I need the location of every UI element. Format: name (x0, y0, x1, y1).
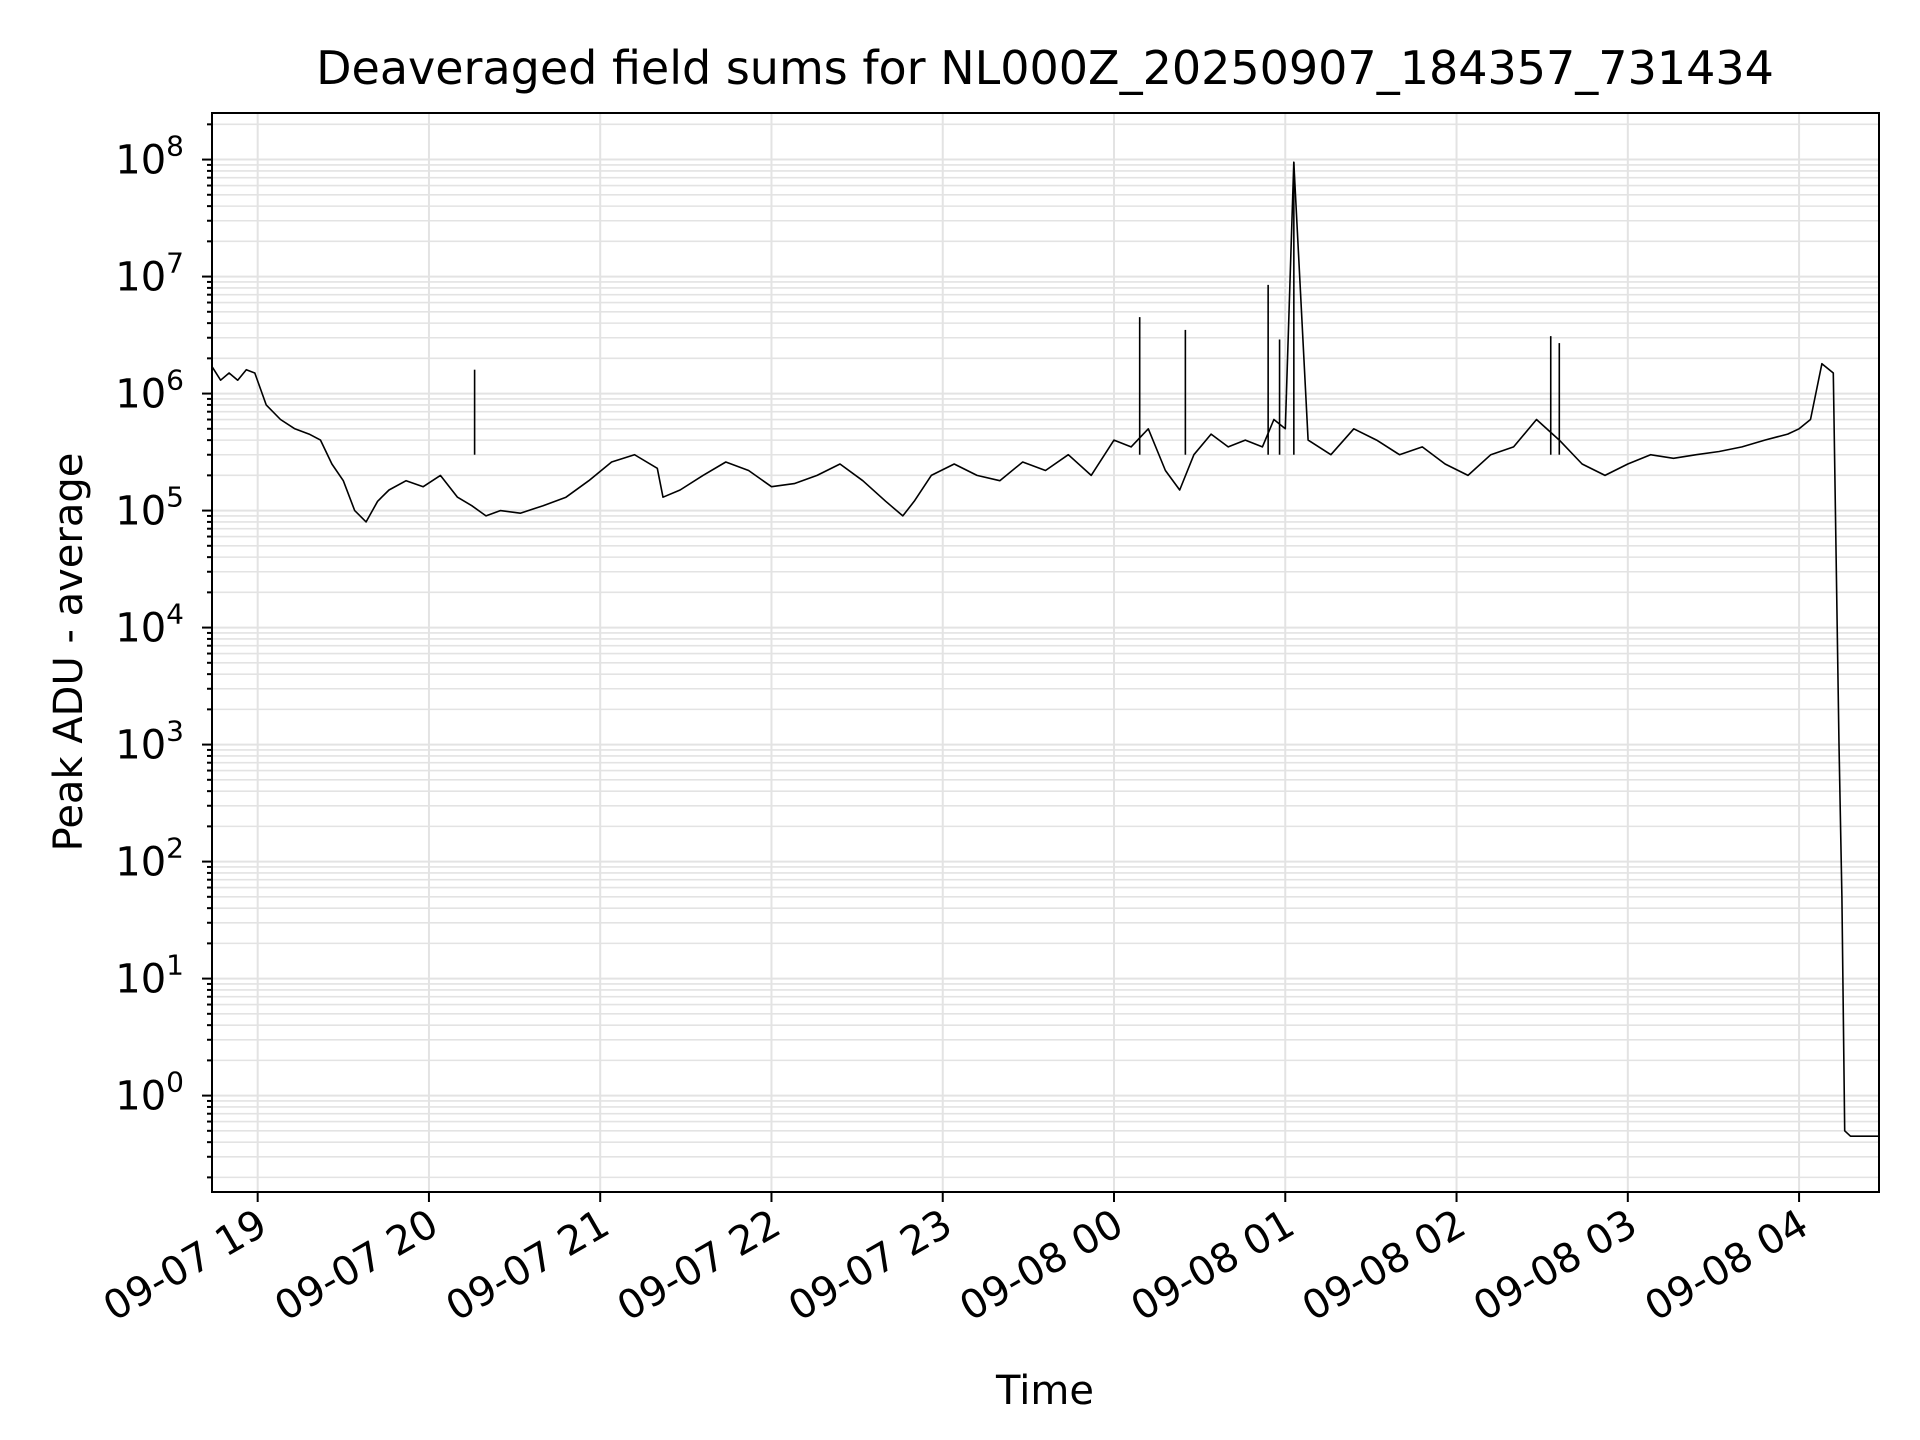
y-tick-base: 10 (115, 372, 166, 418)
y-axis-label: Peak ADU - average (46, 453, 92, 852)
y-tick-label: 103 (115, 715, 184, 769)
y-tick-exponent: 0 (166, 1066, 184, 1099)
y-tick-label: 108 (115, 130, 184, 184)
y-tick-base: 10 (115, 138, 166, 184)
y-tick-exponent: 1 (166, 949, 184, 982)
y-tick-base: 10 (115, 606, 166, 652)
y-tick-label: 107 (115, 247, 184, 301)
y-tick-exponent: 6 (166, 364, 184, 397)
y-tick-label: 104 (115, 598, 184, 652)
y-tick-exponent: 5 (166, 481, 184, 514)
y-tick-base: 10 (115, 1074, 166, 1120)
y-tick-label: 100 (115, 1066, 184, 1120)
y-tick-exponent: 8 (166, 130, 184, 163)
series-line-group (211, 161, 1879, 1137)
y-tick-base: 10 (115, 489, 166, 535)
y-tick-label: 105 (115, 481, 184, 535)
y-tick-exponent: 3 (166, 715, 184, 748)
x-axis-label: Time (995, 1368, 1094, 1414)
y-tick-base: 10 (115, 255, 166, 301)
y-tick-base: 10 (115, 840, 166, 886)
y-tick-exponent: 7 (166, 247, 184, 280)
chart-title: Deaveraged field sums for NL000Z_2025090… (316, 41, 1774, 95)
y-tick-base: 10 (115, 723, 166, 769)
series-line (211, 161, 1879, 1137)
plot-area-frame (211, 112, 1880, 1193)
y-tick-label: 102 (115, 832, 184, 886)
y-tick-label: 106 (115, 364, 184, 418)
grid (212, 113, 1879, 1192)
y-tick-label: 101 (115, 949, 184, 1003)
y-tick-exponent: 2 (166, 832, 184, 865)
y-tick-exponent: 4 (166, 598, 184, 631)
y-tick-base: 10 (115, 957, 166, 1003)
